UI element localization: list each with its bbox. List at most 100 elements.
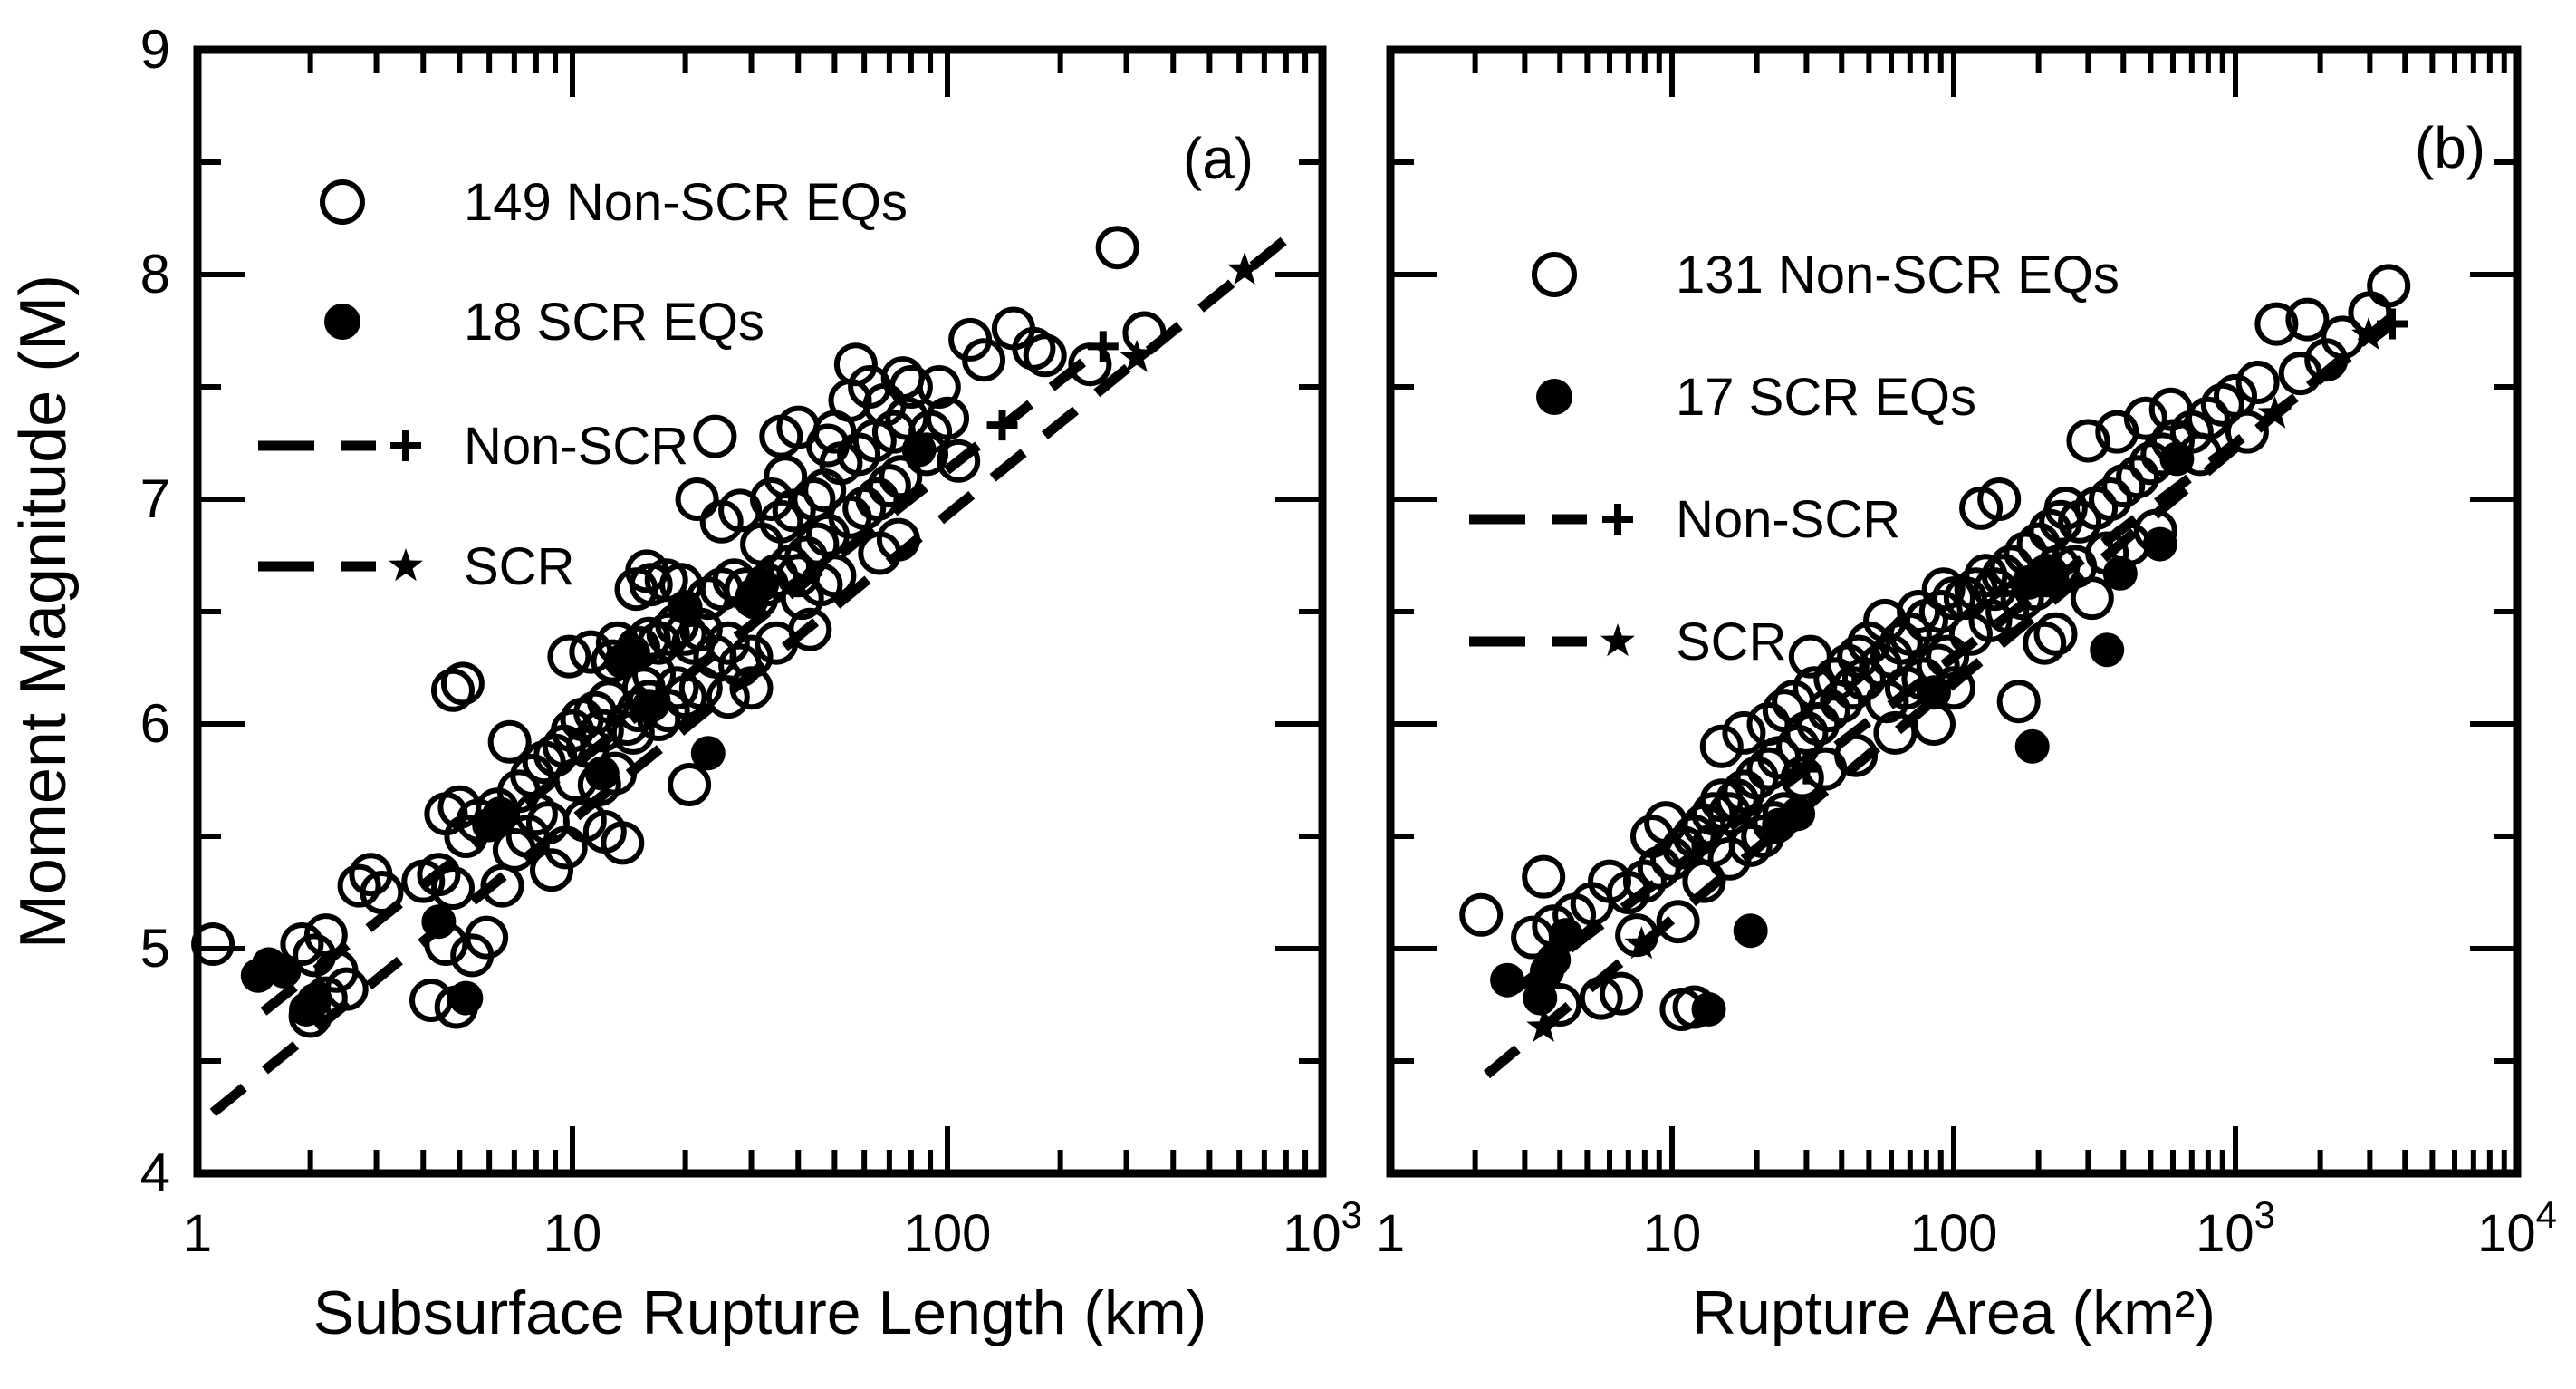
filled-circle-point [266,953,302,989]
open-circle-point [792,477,836,521]
open-circle-point [1622,859,1667,903]
legend-a: 149 Non-SCR EQs 18 SCR EQs Non-SCR SCR [258,173,908,596]
open-circle-point [693,414,737,458]
legend-label: Non-SCR [464,417,688,476]
panel-tag: (a) [1183,126,1254,191]
open-circle-point [337,863,381,908]
open-circle-point [2225,410,2269,454]
y-tick-label: 6 [140,693,170,754]
x-tick-label: 1 [1376,1204,1405,1263]
open-circle-point [1630,815,1674,858]
y-tick-label: 9 [140,19,170,80]
open-circle-point [605,702,649,746]
y-axis-title: Moment Magnitude (M) [7,275,80,949]
series-scr-points [240,432,937,1027]
x-tick-label: 104 [2477,1193,2557,1263]
open-circle-point [1985,590,2030,633]
open-circle-point [706,675,750,719]
open-circle-point [668,763,712,806]
legend-open-circle-icon [1532,252,1577,297]
legend-label: SCR [1676,613,1786,671]
open-circle-point [675,477,719,521]
open-circle-point [889,365,933,409]
scr-line-star-marker [389,548,423,582]
legend-label: 17 SCR EQs [1676,368,1976,427]
legend-label: 131 Non-SCR EQs [1676,246,2119,304]
non-scr-line-plus-marker [986,410,1018,441]
filled-circle-point [1490,962,1525,998]
open-circle-point [2023,621,2067,665]
filled-circle-point [2090,632,2125,668]
filled-circle-point [690,736,726,771]
open-circle-point [1926,634,1970,679]
x-tick-label: 100 [904,1204,992,1263]
open-circle-point [750,477,793,521]
non-scr-line-plus-marker [390,430,421,461]
open-circle-point [1897,590,1941,633]
open-circle-point [431,866,475,910]
y-ticks [1390,47,2517,1176]
open-circle-point [569,630,613,674]
open-circle-point [2066,419,2110,463]
open-circle-point [2123,396,2167,440]
open-circle-point [1921,567,1966,612]
legend-b: 131 Non-SCR EQs 17 SCR EQs Non-SCR SCR [1469,246,2119,671]
open-circle-point [706,621,750,665]
non-scr-line-plus-marker [1602,504,1633,535]
legend-label: 18 SCR EQs [464,293,764,352]
filled-circle-point [1523,980,1558,1016]
open-circle-point [360,871,404,914]
scr-regression-line [209,230,1295,1117]
legend-filled-circle-icon [324,304,360,340]
open-circle-point [2043,486,2088,530]
open-circle-point [2254,302,2299,346]
open-circle-point [1023,333,1067,378]
open-circle-point [2116,455,2160,499]
open-circle-point [280,922,324,966]
open-circle-point [1788,634,1832,679]
open-circle-point [487,719,532,764]
filled-circle-point [615,634,650,670]
open-circle-point [1656,900,1700,944]
open-circle-point [530,848,573,892]
open-circle-point [2070,576,2114,621]
open-circle-point [465,915,509,960]
scr-line-star-marker [2351,317,2386,351]
open-circle-point [991,306,1035,351]
x-ticks [1388,50,2520,1173]
open-circle-point [879,455,923,499]
filled-circle-point [1691,992,1726,1027]
open-circle-point [833,342,878,387]
filled-circle-point [2102,555,2138,591]
x-tick-label: 100 [1910,1204,1998,1263]
scr-line-star-marker [1600,623,1635,657]
open-circle-point [409,979,453,1022]
open-circle-point [547,634,591,679]
x-tick-label: 1 [183,1204,212,1263]
legend-label: Non-SCR [1676,490,1900,549]
filled-circle-point [2014,728,2050,764]
non-scr-line-plus-marker [1087,331,1119,362]
open-circle-point [937,439,981,483]
open-circle-point [2235,361,2280,404]
open-circle-point [625,549,669,593]
x-tick-label: 10 [543,1204,602,1263]
non-scr-line-plus-marker [1791,753,1822,785]
scr-line-star-marker [1526,1008,1562,1042]
x-axis-title: Subsurface Rupture Length (km) [313,1278,1207,1347]
open-circle-point [1722,710,1766,755]
filled-circle-point [901,432,937,468]
open-circle-point [926,396,969,440]
y-tick-label: 8 [140,244,170,304]
y-tick-label: 5 [140,918,170,979]
open-circle-point [2033,612,2078,656]
filled-circle-point [2142,526,2177,562]
open-circle-point [917,365,961,409]
x-ticks [195,50,1325,1173]
open-circle-point [962,338,1006,382]
open-circle-point [1728,823,1773,867]
open-circle-point [1793,666,1837,710]
x-axis-title: Rupture Area (km²) [1692,1278,2216,1347]
open-circle-point [759,499,803,544]
